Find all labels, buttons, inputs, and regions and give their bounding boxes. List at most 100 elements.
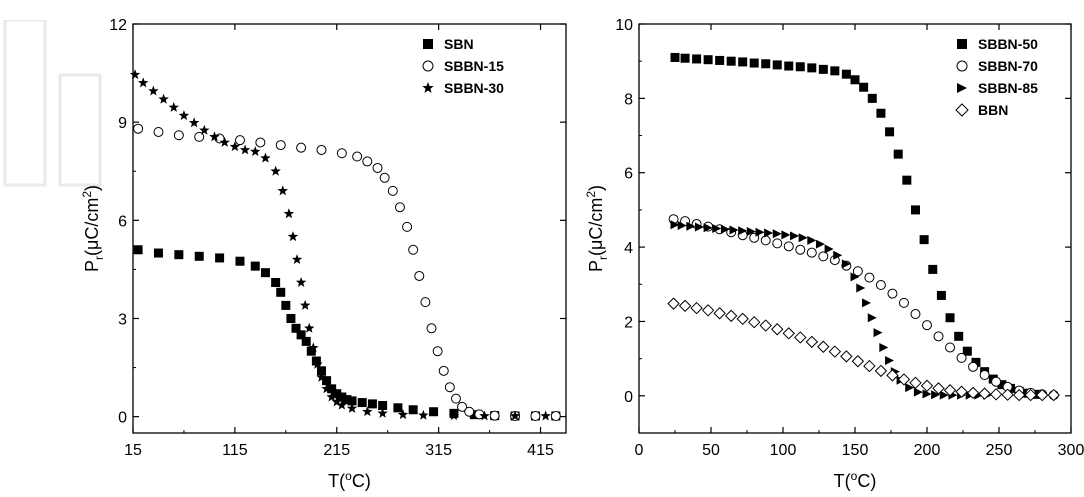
data-point	[885, 355, 895, 365]
data-point	[530, 410, 541, 421]
data-point	[680, 53, 690, 63]
data-point	[352, 151, 363, 162]
data-point	[283, 208, 295, 219]
y-tick-label: 3	[118, 311, 127, 328]
data-point	[469, 410, 479, 420]
data-point	[928, 264, 938, 274]
data-point	[670, 220, 680, 230]
legend-label: SBBN-70	[978, 58, 1038, 74]
data-point	[296, 142, 307, 153]
data-point	[841, 259, 851, 269]
data-point	[219, 136, 230, 147]
data-point	[862, 298, 872, 308]
data-point	[954, 331, 964, 341]
data-point	[851, 355, 865, 368]
data-point	[772, 229, 782, 239]
data-point	[863, 359, 876, 373]
legend-label: SBBN-50	[978, 36, 1038, 52]
data-point	[690, 301, 703, 315]
data-point	[991, 376, 1002, 387]
data-point	[402, 221, 413, 232]
legend-marker	[422, 82, 434, 93]
data-point	[795, 62, 805, 72]
data-point	[840, 350, 853, 363]
data-point	[137, 77, 149, 88]
x-tick-label: 200	[914, 442, 941, 459]
data-point	[194, 131, 205, 142]
data-point	[301, 336, 311, 346]
series-bbn	[667, 297, 1060, 402]
data-point	[771, 323, 784, 336]
data-point	[852, 266, 863, 277]
data-point	[875, 280, 886, 291]
data-point	[199, 124, 210, 135]
data-point	[250, 261, 260, 271]
y-tick-label: 4	[624, 240, 633, 257]
right-chart: 0 50 100 150 200 250 300 0 2 4 6 8 10 T(oC) Pr(μC/cm2)…	[584, 17, 1084, 491]
x-axis-title: T(oC)	[834, 469, 877, 491]
background-watermark	[3, 20, 102, 187]
data-point	[729, 225, 739, 235]
data-point	[783, 241, 794, 252]
series-sbbn-85	[670, 220, 992, 400]
data-point	[759, 319, 772, 332]
data-point	[438, 365, 449, 376]
data-point	[726, 56, 736, 66]
data-point	[720, 224, 730, 234]
legend-marker	[956, 60, 968, 72]
data-point	[426, 323, 437, 334]
data-point	[738, 226, 748, 236]
data-point	[414, 270, 425, 281]
data-point	[677, 221, 687, 231]
data-point	[760, 235, 771, 246]
left-chart: 15 115 215 315 415 0 3 6 9 12 T(oC) Pr(μC/cm2) SBN SB…	[80, 17, 567, 491]
data-point	[457, 401, 468, 412]
data-point	[129, 69, 141, 80]
data-point	[153, 248, 163, 258]
x-tick-label: 15	[124, 442, 142, 459]
data-point	[782, 327, 795, 340]
data-point	[239, 144, 251, 155]
data-point	[418, 409, 429, 420]
data-point	[299, 299, 311, 310]
data-point	[885, 127, 895, 137]
data-point	[817, 340, 830, 353]
data-point	[764, 228, 774, 238]
data-point	[945, 313, 955, 323]
data-point	[448, 410, 460, 421]
data-point	[841, 69, 851, 79]
data-point	[867, 93, 877, 103]
data-point	[962, 346, 972, 356]
data-point	[686, 221, 696, 231]
data-point	[887, 288, 898, 299]
data-point	[850, 272, 860, 282]
data-point	[153, 126, 164, 137]
data-point	[148, 85, 159, 96]
data-point	[377, 407, 388, 418]
data-point	[747, 315, 761, 329]
data-point	[133, 123, 144, 134]
data-point	[979, 369, 990, 380]
y-tick-label: 9	[118, 115, 127, 132]
x-tick-label: 415	[527, 442, 554, 459]
data-point	[828, 345, 842, 358]
data-point	[761, 59, 771, 69]
series-sbbn-15	[133, 123, 561, 421]
data-point	[805, 335, 819, 349]
data-point	[850, 75, 860, 85]
data-point	[1047, 388, 1060, 402]
data-point	[807, 235, 817, 245]
y-tick-label: 12	[109, 17, 127, 34]
data-point	[931, 390, 941, 400]
data-point	[905, 383, 915, 393]
legend-label: SBBN-30	[444, 80, 504, 96]
data-point	[209, 131, 220, 142]
data-point	[678, 299, 692, 313]
data-point	[818, 251, 829, 262]
y-tick-label: 2	[624, 314, 633, 331]
data-point	[133, 245, 143, 255]
legend-label: SBN	[444, 36, 474, 52]
data-point	[260, 268, 270, 278]
data-point	[807, 63, 817, 73]
data-point	[342, 395, 352, 405]
